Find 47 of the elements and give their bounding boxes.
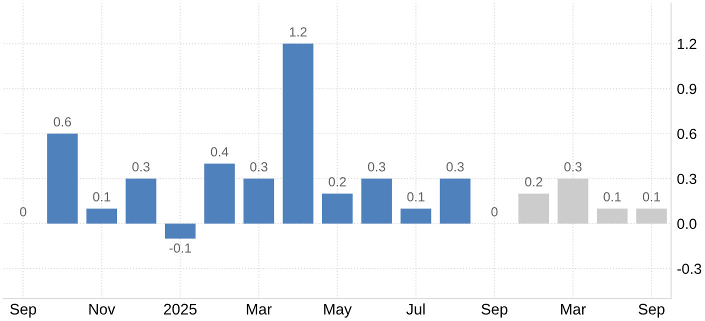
data-label: 0.3	[368, 162, 386, 172]
bar	[204, 164, 235, 224]
bar	[86, 208, 118, 224]
data-label: 0.6	[54, 117, 72, 127]
bar	[243, 178, 274, 224]
bar	[518, 194, 550, 224]
x-tick-label: Mar	[246, 304, 272, 315]
y-tick-label: 0.6	[677, 128, 696, 140]
y-tick-label: 0.0	[677, 218, 696, 230]
x-tick-label: May	[324, 304, 352, 318]
x-tick-label: 2025	[164, 304, 197, 315]
data-label: 0.1	[93, 192, 110, 202]
data-label: 0	[20, 207, 26, 216]
bar	[164, 224, 196, 239]
data-label: 1.2	[290, 27, 307, 36]
data-label: 0.2	[328, 177, 346, 186]
data-label: 0.3	[132, 162, 150, 172]
bar	[440, 178, 470, 224]
y-tick-label: 0.3	[677, 174, 696, 184]
y-tick-label: 0.9	[677, 84, 696, 94]
data-label: 0.3	[250, 162, 268, 172]
data-label: 0.2	[525, 177, 542, 186]
bar	[361, 178, 392, 224]
data-label: 0	[491, 207, 498, 216]
data-label: 0.3	[564, 162, 582, 172]
bar	[126, 178, 156, 224]
data-label: 0.1	[642, 192, 660, 202]
y-tick-label: 1.2	[678, 38, 696, 49]
data-label: 0.4	[210, 147, 228, 157]
x-tick-label: Mar	[561, 304, 586, 315]
y-tick-label: -0.3	[677, 264, 702, 274]
x-tick-label: Nov	[89, 304, 116, 315]
bar	[282, 44, 314, 224]
x-tick-label: Sep	[482, 304, 508, 318]
bar	[596, 208, 628, 224]
bar	[400, 208, 432, 224]
bar	[636, 208, 667, 224]
x-tick-label: Jul	[406, 303, 425, 315]
bar	[558, 178, 588, 224]
bar	[322, 194, 353, 224]
x-tick-label: Sep	[638, 304, 664, 318]
data-label: 0.3	[446, 162, 464, 172]
data-label: 0.1	[604, 192, 621, 202]
data-label: -0.1	[169, 243, 191, 253]
bar	[47, 134, 78, 224]
data-label: 0.1	[407, 192, 424, 202]
x-tick-label: Sep	[10, 304, 36, 318]
